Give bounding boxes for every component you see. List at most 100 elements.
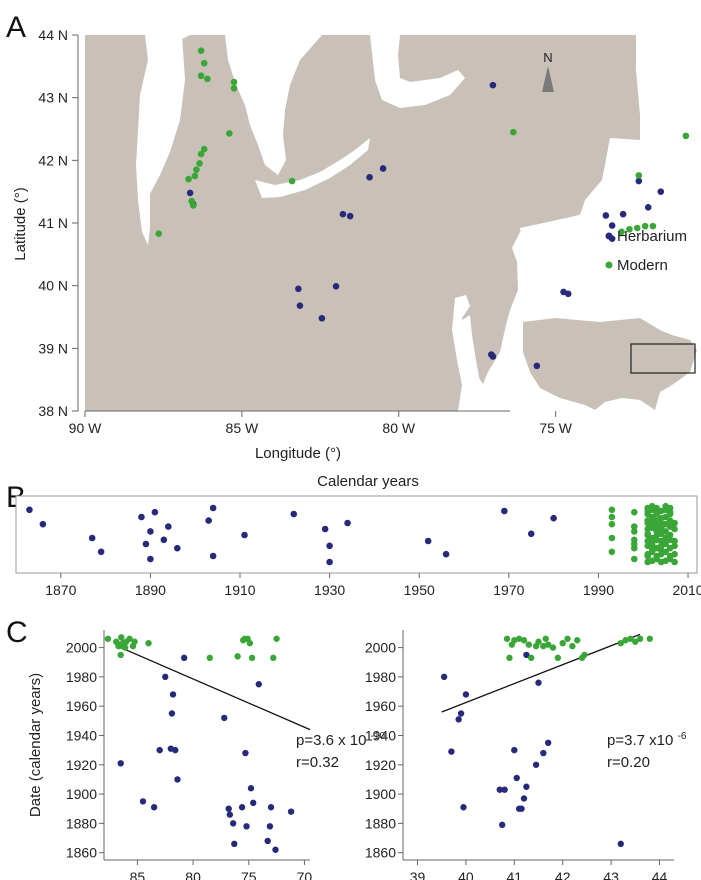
herbarium-year-point — [39, 520, 47, 528]
herbarium-map-point — [602, 212, 610, 219]
modern-point — [617, 639, 624, 647]
x-tick-label: 75 — [241, 869, 257, 880]
y-tick-label: 1880 — [66, 815, 97, 831]
x-tick-label: 42 — [555, 869, 571, 880]
modern-point — [126, 635, 133, 642]
x-tick-label: 1870 — [45, 582, 76, 598]
herbarium-year-point — [26, 506, 33, 514]
herbarium-year-point — [321, 525, 329, 533]
y-tick-label: 40 N — [38, 278, 68, 294]
y-tick-label: 1960 — [365, 698, 396, 714]
modern-point — [206, 654, 213, 662]
modern-point — [503, 635, 511, 642]
herbarium-year-point — [160, 536, 168, 544]
herbarium-map-point — [635, 177, 643, 185]
modern-year-point — [630, 523, 638, 530]
herbarium-year-point — [326, 542, 333, 550]
y-tick-label: 1920 — [365, 757, 396, 773]
modern-point — [542, 635, 549, 642]
p-value-text: p=3.7 x10 -6 — [607, 731, 687, 749]
x-tick-label: 2010 — [672, 582, 701, 598]
herbarium-point — [231, 840, 238, 848]
y-tick-label: 43 N — [38, 90, 68, 106]
modern-map-point — [189, 202, 197, 209]
herbarium-map-point — [608, 222, 616, 229]
y-tick-label: 1940 — [66, 727, 97, 743]
modern-point — [145, 639, 152, 647]
modern-year-point — [608, 534, 616, 542]
herbarium-map-point — [379, 165, 387, 172]
herbarium-point — [440, 673, 448, 681]
y-tick-label: 1920 — [66, 757, 97, 773]
herbarium-point — [544, 739, 552, 747]
herbarium-year-point — [241, 531, 248, 539]
modern-map-point — [200, 145, 208, 153]
herbarium-point — [139, 798, 147, 805]
x-tick-label: 41 — [507, 869, 523, 880]
legend-modern-label: Modern — [617, 257, 668, 274]
y-tick-label: 1900 — [66, 786, 97, 802]
herbarium-map-point — [657, 188, 665, 195]
modern-map-point — [649, 222, 657, 230]
modern-map-point — [191, 172, 199, 180]
y-tick-label: 39 N — [38, 340, 68, 356]
herbarium-point — [226, 811, 234, 818]
legend-herbarium-marker — [605, 232, 613, 240]
herbarium-point — [520, 795, 528, 802]
herbarium-point — [168, 710, 176, 717]
herbarium-point — [287, 808, 295, 815]
herbarium-point — [523, 651, 530, 659]
y-tick-label: 1980 — [365, 669, 396, 685]
panel-a-letter: A — [6, 11, 26, 44]
herbarium-year-point — [205, 517, 212, 524]
modern-point — [554, 654, 562, 662]
herbarium-year-point — [501, 507, 508, 515]
modern-year-point — [671, 558, 678, 566]
herbarium-point — [174, 776, 181, 783]
herbarium-point — [457, 710, 465, 717]
herbarium-year-point — [424, 537, 432, 545]
modern-map-point — [204, 75, 211, 83]
modern-point — [549, 644, 557, 651]
herbarium-map-point — [186, 189, 194, 197]
modern-point — [506, 654, 513, 662]
herbarium-year-point — [209, 552, 217, 560]
legend-modern-marker — [605, 261, 613, 269]
modern-map-point — [155, 230, 163, 237]
modern-year-point — [671, 550, 678, 558]
herbarium-point — [532, 761, 540, 768]
modern-year-point — [608, 513, 616, 521]
modern-point — [118, 634, 125, 641]
inset-us-map — [523, 318, 697, 410]
modern-point — [636, 635, 644, 642]
y-tick-label: 2000 — [66, 640, 97, 656]
modern-point — [248, 654, 256, 662]
modern-map-point — [193, 166, 200, 174]
map-legend: Herbarium Modern — [605, 228, 687, 274]
modern-point — [131, 638, 138, 645]
y-tick-label: 1860 — [365, 845, 396, 861]
modern-map-point — [633, 224, 641, 232]
panel-a-map: N 90 W 85 W 80 W 75 W 38 N 39 N 40 N 41 N 42 N 43… — [12, 27, 697, 462]
modern-year-point — [657, 524, 665, 532]
panel-b-title: Calendar years — [317, 473, 419, 490]
herbarium-map-point — [366, 173, 373, 181]
herbarium-point — [242, 749, 249, 757]
herbarium-year-point — [326, 558, 333, 566]
herbarium-point — [247, 785, 255, 792]
herbarium-point — [501, 786, 508, 793]
herbarium-point — [255, 681, 262, 688]
herbarium-year-point — [165, 523, 172, 530]
herbarium-map-point — [295, 285, 302, 293]
x-tick-label: 1930 — [314, 582, 345, 598]
modern-map-point — [226, 130, 233, 137]
modern-year-point — [662, 528, 669, 535]
herbarium-point — [460, 804, 467, 811]
modern-year-point — [608, 520, 616, 528]
modern-year-point — [648, 548, 656, 556]
herbarium-map-point — [619, 210, 627, 218]
herbarium-year-point — [344, 519, 351, 527]
modern-year-point — [662, 548, 669, 556]
y-tick-label: 1940 — [365, 727, 396, 743]
